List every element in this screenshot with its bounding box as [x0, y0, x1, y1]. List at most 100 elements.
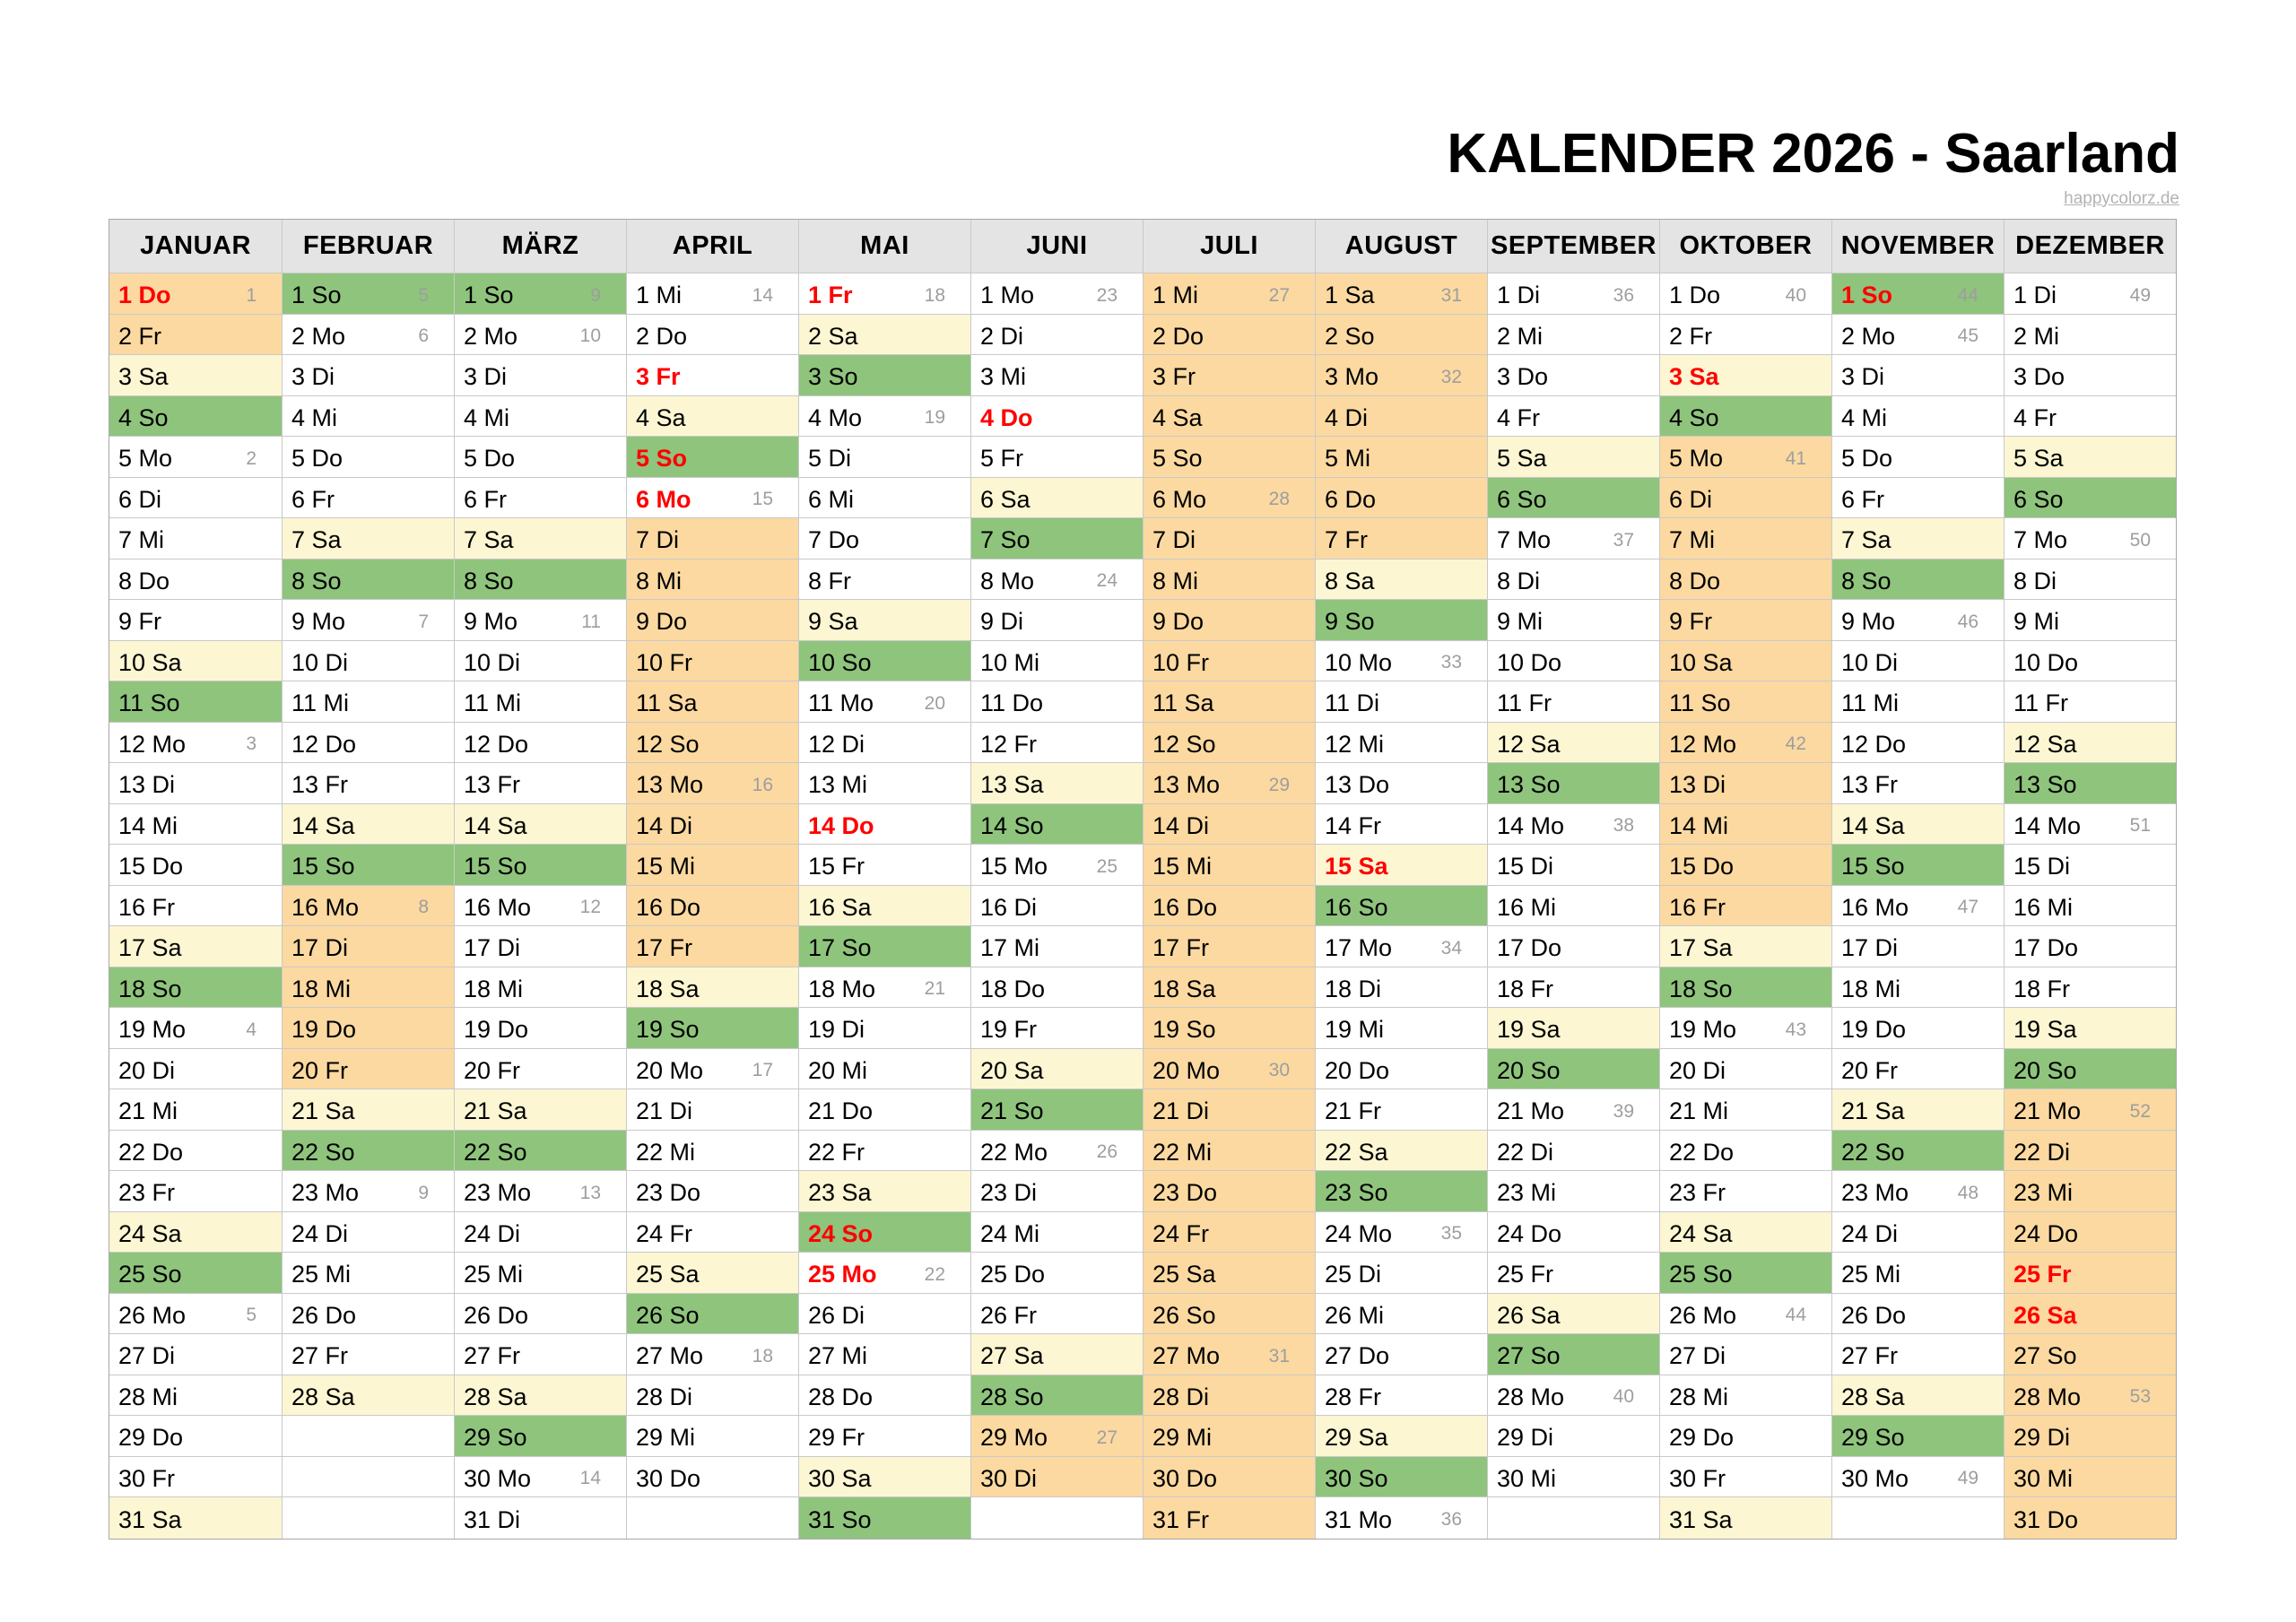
day-cell-m1-7: 7 Mi: [109, 518, 282, 559]
day-cell-m4-24: 24 Fr: [627, 1211, 798, 1253]
day-cell-m3-23: 23 Mo 13: [455, 1171, 626, 1212]
day-label: 17 Sa: [1669, 934, 1733, 962]
day-label: 24 Mo: [1325, 1219, 1393, 1247]
day-label: 4 Sa: [1152, 403, 1203, 431]
day-cell-m12-16: 16 Mi: [2005, 885, 2176, 926]
day-cell-m6-18: 18 Do: [971, 967, 1143, 1008]
week-number: 2: [246, 447, 257, 469]
day-cell-m10-4: 4 So: [1660, 395, 1831, 437]
day-cell-m2-16: 16 Mo 8: [283, 885, 454, 926]
day-cell-m3-22: 22 So: [455, 1130, 626, 1171]
day-cell-m8-27: 27 Do: [1316, 1334, 1487, 1375]
day-cell-m1-13: 13 Di: [109, 763, 282, 804]
day-label: 5 Mi: [1325, 445, 1371, 473]
day-cell-m10-7: 7 Mi: [1660, 518, 1831, 559]
day-label: 8 So: [464, 567, 514, 594]
day-label: 20 Fr: [1841, 1056, 1899, 1084]
day-label: 10 Di: [1841, 648, 1899, 676]
day-cell-m11-4: 4 Mi: [1832, 395, 2004, 437]
day-cell-m3-29: 29 So: [455, 1416, 626, 1457]
day-cell-m12-30: 30 Mi: [2005, 1456, 2176, 1497]
day-label: 12 So: [1152, 730, 1216, 758]
day-cell-m7-20: 20 Mo 30: [1144, 1048, 1315, 1089]
day-cell-m10-24: 24 Sa: [1660, 1211, 1831, 1253]
month-column-10: OKTOBER 1 Do 40 2 Fr 3 Sa 4 So 5 Mo 41 6 Di 7 Mi 8…: [1659, 220, 1831, 1539]
day-label: 21 Mi: [1669, 1097, 1729, 1125]
day-cell-m7-14: 14 Di: [1144, 803, 1315, 845]
day-label: 2 Mo: [1841, 322, 1896, 350]
day-cell-m8-16: 16 So: [1316, 885, 1487, 926]
month-column-9: SEPTEMBER 1 Di 36 2 Mi 3 Do 4 Fr 5 Sa 6 So 7 Mo 3…: [1487, 220, 1659, 1539]
day-cell-m4-10: 10 Fr: [627, 640, 798, 681]
day-cell-m5-17: 17 So: [799, 926, 970, 967]
day-cell-m11-8: 8 So: [1832, 559, 2004, 600]
day-label: 17 Sa: [118, 934, 182, 962]
day-label: 19 Do: [291, 1016, 357, 1044]
holiday-day-label: 26 Sa: [2013, 1301, 2077, 1329]
day-cell-m9-16: 16 Mi: [1488, 885, 1659, 926]
month-header: NOVEMBER: [1832, 220, 2004, 273]
day-cell-m6-14: 14 So: [971, 803, 1143, 845]
day-cell-m10-1: 1 Do 40: [1660, 273, 1831, 315]
week-number: 7: [418, 611, 429, 632]
day-cell-m2-14: 14 Sa: [283, 803, 454, 845]
day-label: 24 Fr: [636, 1219, 693, 1247]
day-cell-m3-24: 24 Di: [455, 1211, 626, 1253]
day-cell-m4-3: 3 Fr: [627, 355, 798, 396]
day-cell-m12-22: 22 Di: [2005, 1130, 2176, 1171]
day-cell-m8-8: 8 Sa: [1316, 559, 1487, 600]
day-label: 26 Di: [808, 1301, 865, 1329]
holiday-day-label: 25 Mo: [808, 1261, 877, 1288]
day-cell-m3-13: 13 Fr: [455, 763, 626, 804]
day-cell-m5-31: 31 So: [799, 1497, 970, 1539]
watermark-link[interactable]: happycolorz.de: [2064, 189, 2179, 208]
day-cell-m2-7: 7 Sa: [283, 518, 454, 559]
day-label: 9 Fr: [118, 608, 162, 636]
day-label: 16 Fr: [118, 893, 176, 921]
day-label: 28 Sa: [1841, 1383, 1905, 1410]
day-label: 1 So: [291, 282, 342, 309]
day-label: 4 Sa: [636, 403, 686, 431]
day-cell-m2-21: 21 Sa: [283, 1089, 454, 1131]
day-label: 9 Di: [980, 608, 1024, 636]
day-cell-m12-6: 6 So: [2005, 477, 2176, 518]
day-cell-m12-21: 21 Mo 52: [2005, 1089, 2176, 1131]
week-number: 31: [1268, 1345, 1290, 1366]
day-cell-m2-13: 13 Fr: [283, 763, 454, 804]
day-cell-m10-21: 21 Mi: [1660, 1089, 1831, 1131]
month-column-12: DEZEMBER 1 Di 49 2 Mi 3 Do 4 Fr 5 Sa 6 So 7 Mo 50…: [2004, 220, 2176, 1539]
day-label: 8 Di: [1497, 567, 1541, 594]
day-cell-m9-26: 26 Sa: [1488, 1293, 1659, 1334]
day-cell-m1-11: 11 So: [109, 681, 282, 723]
day-label: 21 Fr: [1325, 1097, 1382, 1125]
day-label: 8 Mi: [1152, 567, 1199, 594]
day-cell-m11-20: 20 Fr: [1832, 1048, 2004, 1089]
day-label: 10 Di: [291, 648, 349, 676]
day-label: 10 Sa: [1669, 648, 1733, 676]
day-label: 1 So: [464, 282, 514, 309]
day-label: 22 Sa: [1325, 1138, 1388, 1166]
day-cell-m12-17: 17 Do: [2005, 926, 2176, 967]
week-number: 20: [924, 692, 945, 714]
day-cell-m7-3: 3 Fr: [1144, 355, 1315, 396]
day-label: 5 So: [1152, 445, 1203, 473]
day-cell-m7-22: 22 Mi: [1144, 1130, 1315, 1171]
day-label: 8 Mi: [636, 567, 683, 594]
holiday-day-label: 5 So: [636, 445, 688, 473]
day-label: 24 Di: [291, 1219, 349, 1247]
day-cell-m6-26: 26 Fr: [971, 1293, 1143, 1334]
day-cell-m11-23: 23 Mo 48: [1832, 1171, 2004, 1212]
day-label: 18 Mo: [808, 975, 876, 1002]
day-cell-m8-1: 1 Sa 31: [1316, 273, 1487, 315]
week-number: 30: [1268, 1060, 1290, 1081]
day-label: 25 Fr: [1497, 1261, 1554, 1288]
day-cell-m10-15: 15 Do: [1660, 845, 1831, 886]
day-label: 4 Mi: [464, 403, 510, 431]
day-label: 2 Mo: [291, 322, 346, 350]
day-cell-m3-21: 21 Sa: [455, 1089, 626, 1131]
day-label: 31 Do: [2013, 1505, 2079, 1533]
day-label: 18 Do: [980, 975, 1046, 1002]
day-label: 16 Mi: [1497, 893, 1557, 921]
day-label: 25 So: [1669, 1261, 1733, 1288]
day-label: 29 So: [464, 1424, 527, 1452]
